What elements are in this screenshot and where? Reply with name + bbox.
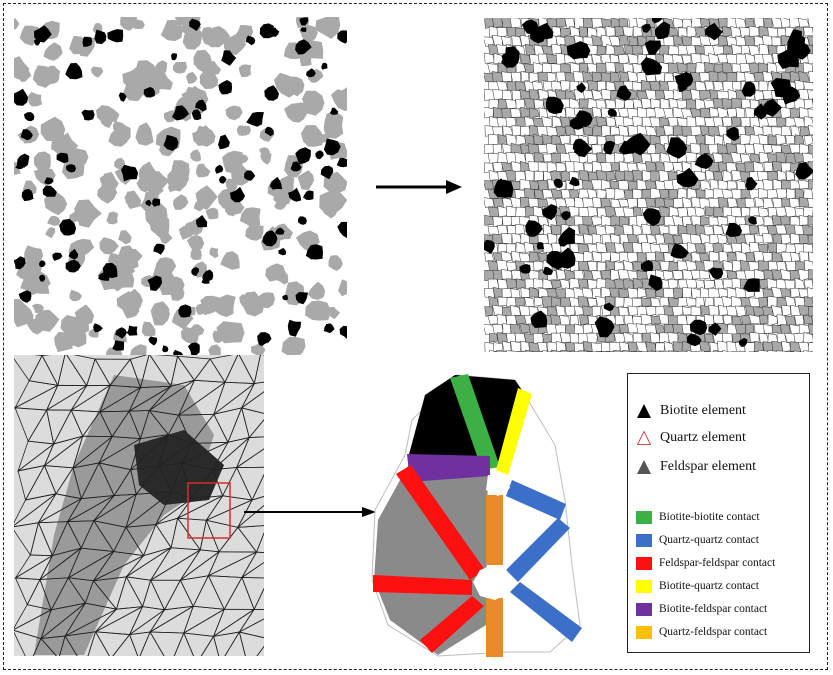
arrow-right-icon	[376, 180, 462, 194]
swatch	[636, 602, 652, 616]
contact-cluster-diagram	[371, 374, 582, 657]
triangular-mesh-image	[14, 355, 264, 656]
legend-item-biotite: Biotite element	[636, 401, 746, 421]
triangle-black-icon	[637, 404, 651, 418]
legend-item-biotite-biotite: Biotite-biotite contact	[636, 509, 760, 525]
feldspar-region	[374, 458, 488, 655]
legend-item-biotite-feldspar: Biotite-feldspar contact	[636, 601, 767, 617]
legend-label: Feldspar element	[660, 459, 757, 474]
legend-item-feldspar: Feldspar element	[636, 457, 756, 477]
selection-box	[187, 482, 231, 539]
swatch	[636, 510, 652, 524]
feldspar-feldspar-contact	[396, 465, 485, 580]
quartz-quartz-contact	[510, 582, 582, 642]
legend-label: Feldspar-feldspar contact	[659, 557, 776, 569]
triangle-outline-icon	[636, 430, 652, 445]
legend-label: Quartz-quartz contact	[659, 534, 759, 546]
figure-frame	[3, 3, 828, 670]
quartz-feldspar-contact	[486, 495, 503, 565]
voronoi-tessellation-image	[484, 18, 813, 352]
mineral-map-image	[14, 17, 347, 355]
swatch	[636, 556, 652, 570]
biotite-quartz-contact	[496, 388, 532, 475]
quartz-quartz-contact	[506, 480, 566, 520]
legend-item-quartz-feldspar: Quartz-feldspar contact	[636, 624, 767, 640]
legend-item-feldspar-feldspar: Feldspar-feldspar contact	[636, 555, 775, 571]
triangle-gray-icon	[637, 460, 651, 474]
quartz-feldspar-contact	[486, 598, 503, 657]
legend-label: Biotite-quartz contact	[659, 580, 759, 592]
legend-label: Quartz element	[660, 430, 746, 445]
legend-label: Biotite element	[660, 403, 746, 418]
legend-item-biotite-quartz: Biotite-quartz contact	[636, 578, 759, 594]
feldspar-feldspar-contact	[420, 596, 484, 653]
swatch	[636, 533, 652, 547]
legend-item-quartz-quartz: Quartz-quartz contact	[636, 532, 759, 548]
feldspar-feldspar-contact	[373, 575, 472, 595]
quartz-node	[473, 565, 512, 600]
biotite-feldspar-contact	[407, 454, 490, 482]
swatch	[636, 579, 652, 593]
legend-item-quartz: Quartz element	[636, 428, 746, 448]
quartz-node	[486, 475, 510, 496]
quartz-quartz-contact	[506, 518, 570, 582]
arrow-right-icon	[244, 507, 376, 517]
biotite-biotite-contact	[450, 374, 500, 470]
legend: Biotite element Quartz element Feldspar …	[627, 373, 810, 653]
legend-label: Biotite-feldspar contact	[659, 603, 768, 615]
swatch	[636, 625, 652, 639]
legend-label: Quartz-feldspar contact	[659, 626, 768, 638]
legend-label: Biotite-biotite contact	[659, 511, 760, 523]
